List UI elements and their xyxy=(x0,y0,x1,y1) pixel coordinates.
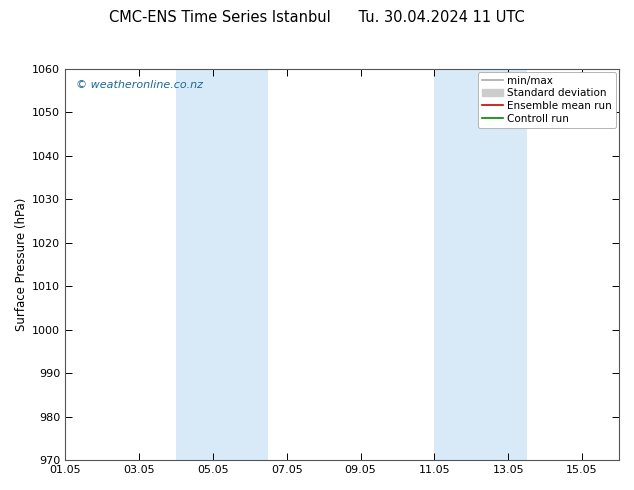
Text: CMC-ENS Time Series Istanbul      Tu. 30.04.2024 11 UTC: CMC-ENS Time Series Istanbul Tu. 30.04.2… xyxy=(109,10,525,25)
Text: © weatheronline.co.nz: © weatheronline.co.nz xyxy=(76,80,204,90)
Bar xyxy=(434,69,527,460)
Y-axis label: Surface Pressure (hPa): Surface Pressure (hPa) xyxy=(15,197,28,331)
Bar xyxy=(176,69,268,460)
Legend: min/max, Standard deviation, Ensemble mean run, Controll run: min/max, Standard deviation, Ensemble me… xyxy=(478,72,616,128)
